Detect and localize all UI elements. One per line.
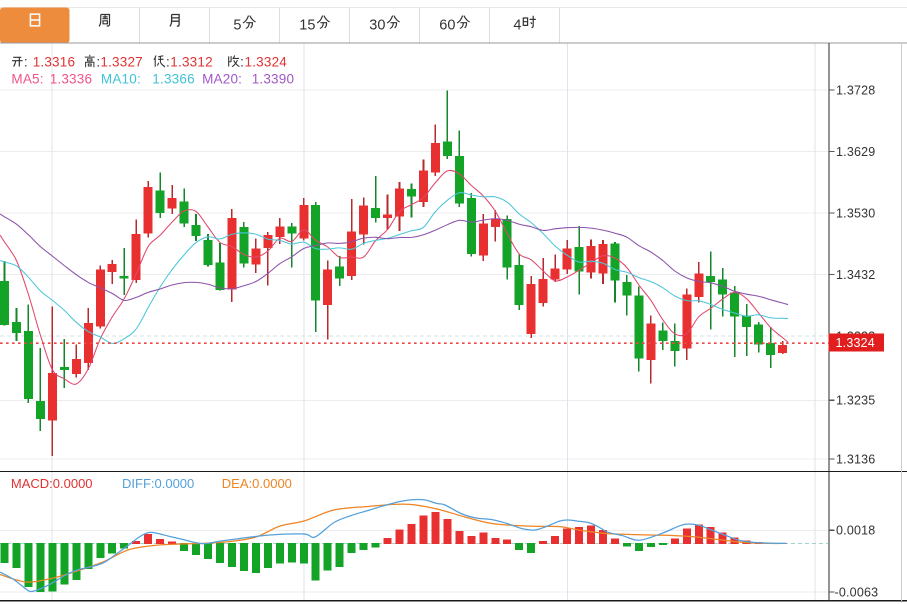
svg-text:1.3235: 1.3235 bbox=[836, 394, 875, 408]
svg-text:MA20:: MA20: bbox=[202, 71, 242, 86]
svg-text:1.3728: 1.3728 bbox=[836, 83, 875, 97]
svg-text:MA5:: MA5: bbox=[11, 71, 43, 86]
svg-text:30: 30 bbox=[369, 18, 385, 34]
svg-text:60: 60 bbox=[439, 18, 455, 34]
svg-text:5: 5 bbox=[233, 18, 241, 34]
svg-text:1.3336: 1.3336 bbox=[50, 71, 92, 86]
svg-text:1.3324: 1.3324 bbox=[836, 336, 875, 350]
svg-text:1.3366: 1.3366 bbox=[152, 71, 195, 86]
svg-text::: : bbox=[24, 54, 28, 69]
svg-text:MACD:0.0000: MACD:0.0000 bbox=[11, 476, 93, 491]
svg-text:15: 15 bbox=[299, 18, 315, 34]
svg-text:MA10:: MA10: bbox=[101, 71, 141, 86]
svg-text:DIFF:0.0000: DIFF:0.0000 bbox=[122, 476, 194, 491]
svg-text:0.0018: 0.0018 bbox=[836, 524, 875, 538]
svg-text:1.3530: 1.3530 bbox=[836, 206, 875, 220]
svg-text:1.3629: 1.3629 bbox=[836, 145, 875, 159]
svg-text:1.3312: 1.3312 bbox=[170, 54, 213, 69]
svg-text::: : bbox=[96, 54, 100, 69]
svg-text:1.3324: 1.3324 bbox=[245, 54, 288, 69]
svg-text::: : bbox=[166, 54, 170, 69]
svg-text:1.3136: 1.3136 bbox=[836, 452, 875, 466]
svg-text:1.3327: 1.3327 bbox=[100, 54, 142, 69]
svg-text::: : bbox=[240, 54, 244, 69]
svg-text:1.3432: 1.3432 bbox=[836, 268, 875, 282]
svg-text:DEA:0.0000: DEA:0.0000 bbox=[222, 476, 292, 491]
svg-text:1.3316: 1.3316 bbox=[33, 54, 75, 69]
svg-text:-0.0063: -0.0063 bbox=[835, 585, 879, 599]
svg-text:4: 4 bbox=[513, 18, 521, 34]
svg-text:1.3390: 1.3390 bbox=[252, 71, 295, 86]
